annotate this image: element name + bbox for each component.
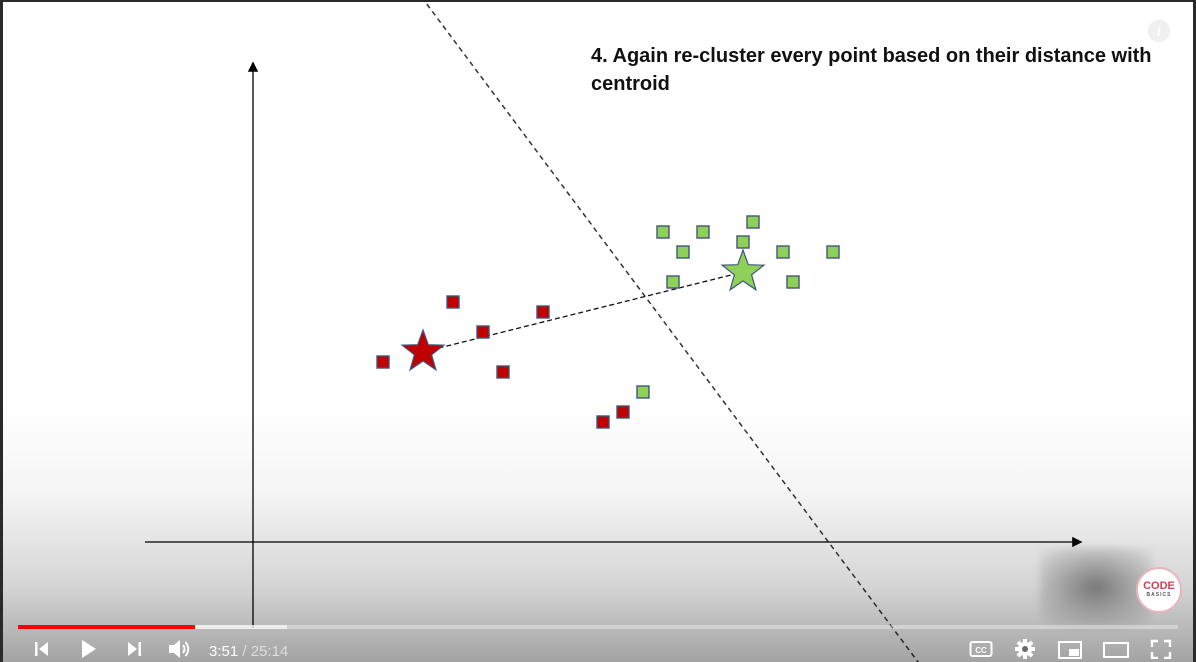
watermark-shadow xyxy=(1040,548,1152,626)
green-data-point xyxy=(636,385,650,399)
time-separator: / xyxy=(238,643,251,660)
red-data-point xyxy=(616,405,630,419)
green-data-point xyxy=(746,215,760,229)
settings-button[interactable] xyxy=(1010,634,1040,662)
theater-mode-button[interactable] xyxy=(1100,634,1132,662)
code-basics-logo[interactable]: CODE BASICS xyxy=(1136,567,1182,613)
green-data-point xyxy=(656,225,670,239)
green-data-point xyxy=(696,225,710,239)
red-data-point xyxy=(476,325,490,339)
miniplayer-button[interactable] xyxy=(1054,634,1086,662)
green-data-point xyxy=(786,275,800,289)
progress-bar[interactable] xyxy=(18,625,1178,629)
red-data-point xyxy=(536,305,550,319)
progress-played xyxy=(18,625,196,629)
centroid-link-line xyxy=(422,271,744,353)
green-centroid-star xyxy=(720,248,766,292)
subtitles-button[interactable]: CC xyxy=(966,634,996,662)
logo-text-code: CODE xyxy=(1143,580,1175,592)
duration: 25:14 xyxy=(250,643,289,660)
green-data-point xyxy=(736,235,750,249)
green-data-point xyxy=(776,245,790,259)
green-data-point xyxy=(676,245,690,259)
current-time: 3:51 xyxy=(209,643,239,660)
green-data-point xyxy=(666,275,680,289)
svg-text:CC: CC xyxy=(975,646,987,655)
volume-button[interactable] xyxy=(162,634,196,662)
time-display: 3:51 / 25:14 xyxy=(209,643,288,660)
red-data-point xyxy=(596,415,610,429)
green-data-point xyxy=(826,245,840,259)
cluster-boundary-line xyxy=(422,0,920,662)
subtitles-icon: CC xyxy=(969,641,993,657)
previous-icon xyxy=(35,642,48,656)
fullscreen-icon xyxy=(1150,639,1172,659)
settings-icon xyxy=(1015,639,1035,659)
red-data-point xyxy=(496,365,510,379)
player-controls: 3:51 / 25:14 CC xyxy=(0,634,1196,662)
red-data-point xyxy=(376,355,390,369)
info-icon[interactable]: i xyxy=(1146,18,1172,44)
red-centroid-star xyxy=(400,328,446,372)
fullscreen-button[interactable] xyxy=(1146,634,1176,662)
red-data-point xyxy=(446,295,460,309)
logo-text-basics: BASICS xyxy=(1146,592,1172,598)
volume-icon xyxy=(169,640,190,658)
previous-button[interactable] xyxy=(26,634,56,662)
play-button[interactable] xyxy=(72,634,104,662)
slide-title: 4. Again re-cluster every point based on… xyxy=(591,45,1152,95)
theater-mode-icon xyxy=(1103,642,1129,658)
play-icon xyxy=(82,640,96,658)
miniplayer-icon xyxy=(1058,641,1082,659)
next-icon xyxy=(128,642,141,656)
next-button[interactable] xyxy=(120,634,150,662)
